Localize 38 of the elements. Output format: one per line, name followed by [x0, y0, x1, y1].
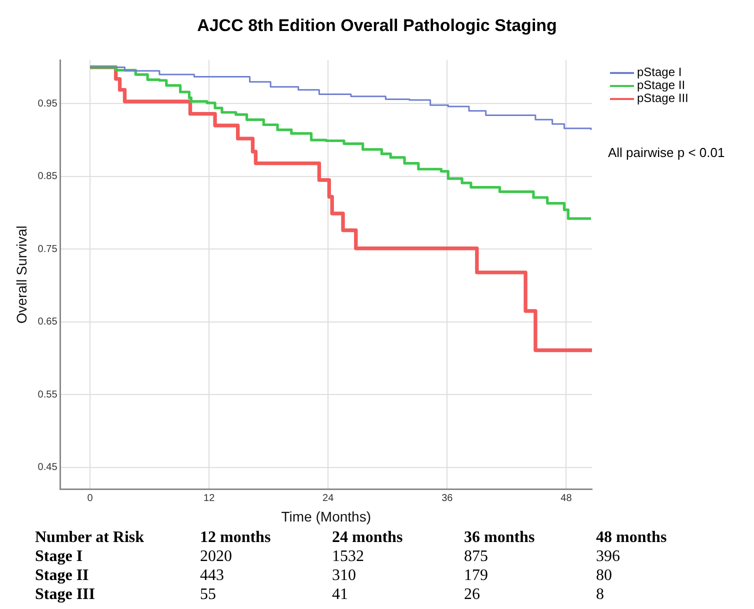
text: 80 — [596, 566, 613, 585]
text: 875 — [464, 547, 489, 566]
x-tick-label: 12 — [204, 492, 216, 504]
text: 8 — [596, 585, 605, 604]
x-tick-label: 36 — [442, 492, 454, 504]
text: All pairwise p < 0.01 — [608, 145, 725, 160]
y-axis-title: Overall Survival — [13, 226, 30, 324]
x-tick-label: 48 — [560, 492, 572, 504]
text: 26 — [464, 585, 481, 604]
x-tick-label: 0 — [87, 492, 94, 504]
text: 310 — [332, 566, 357, 585]
text: 443 — [200, 566, 225, 585]
text: 2020 — [200, 547, 233, 566]
legend-label: pStage I — [637, 65, 682, 79]
text: 48 months — [596, 528, 668, 547]
text: 396 — [596, 547, 621, 566]
text: 24 months — [332, 528, 404, 547]
y-tick-label: 0.65 — [38, 316, 58, 328]
text: Stage II — [35, 566, 90, 585]
text: Stage III — [35, 585, 96, 604]
text: 1532 — [332, 547, 365, 566]
text: 55 — [200, 585, 217, 604]
chart-title: AJCC 8th Edition Overall Pathologic Staging — [196, 16, 558, 36]
y-tick-label: 0.95 — [38, 98, 58, 110]
legend-label: pStage II — [637, 78, 686, 92]
x-tick-label: 24 — [322, 492, 334, 504]
text: 179 — [464, 566, 489, 585]
text: 41 — [332, 585, 349, 604]
y-tick-label: 0.45 — [38, 462, 58, 474]
text: Stage I — [35, 547, 84, 566]
y-tick-label: 0.55 — [38, 389, 58, 400]
text: 12 months — [200, 528, 272, 547]
legend-label: pStage III — [637, 91, 688, 105]
text: Number at Risk — [35, 528, 146, 547]
x-axis-title: Time (Months) — [281, 508, 371, 524]
y-tick-label: 0.85 — [38, 171, 58, 182]
text: 36 months — [464, 528, 536, 547]
y-tick-label: 0.75 — [38, 244, 58, 255]
